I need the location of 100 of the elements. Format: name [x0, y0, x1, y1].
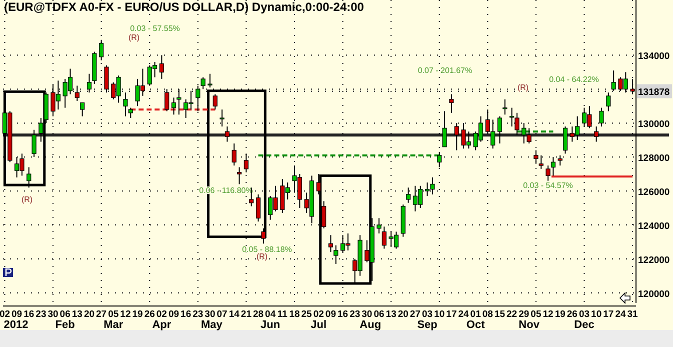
- y-tick-label: 122000: [638, 254, 670, 266]
- x-tick-label: 13: [386, 309, 396, 320]
- candlestick: [382, 226, 386, 250]
- x-tick-label: 24: [458, 309, 470, 320]
- y-tick-label: 126000: [638, 186, 670, 198]
- candlestick: [606, 92, 611, 112]
- x-tick-label: 09: [325, 309, 336, 320]
- annotation: (R): [517, 83, 529, 92]
- y-tick-label: 124000: [638, 220, 670, 232]
- x-tick-label: 19: [132, 309, 143, 320]
- x-tick-label: 10: [434, 309, 445, 320]
- y-tick-label: 130000: [638, 119, 670, 130]
- annotation: (R): [256, 252, 268, 261]
- candlestick: [497, 116, 502, 144]
- candlestick: [322, 200, 326, 229]
- x-tick-label: 24: [615, 309, 626, 320]
- x-tick-label: 12: [542, 309, 554, 320]
- candlestick: [550, 156, 556, 176]
- candlestick: [328, 234, 334, 253]
- x-tick-label: 06: [374, 309, 384, 320]
- x-tick-label: 07: [216, 309, 228, 320]
- x2-tick-label: Apr: [152, 319, 172, 331]
- candlestick: [534, 150, 538, 164]
- annotation: 0.07 - 201.67%: [418, 66, 472, 75]
- y-tick-label: 134000: [638, 51, 670, 62]
- x-tick-label: 30: [48, 309, 58, 320]
- x-tick-label: 16: [180, 309, 192, 320]
- x-tick-label: 29: [518, 309, 530, 320]
- x-tick-label: 30: [204, 309, 216, 320]
- x-tick-label: 28: [252, 309, 264, 320]
- x-tick-label: 19: [554, 309, 566, 320]
- x-tick-label: 14: [228, 309, 240, 320]
- candlestick: [74, 85, 80, 102]
- y-tick-label: 120000: [638, 288, 670, 300]
- annotation: 0.05 - 88.18%: [242, 245, 292, 254]
- x-tick-label: 17: [603, 309, 614, 320]
- x2-tick-label: Feb: [55, 319, 76, 331]
- candlestick: [236, 166, 242, 185]
- x-tick-label: 08: [482, 309, 493, 320]
- x-tick-label: 04: [265, 309, 276, 320]
- candlestick: [128, 107, 133, 118]
- x-tick-label: 23: [192, 309, 204, 320]
- x2-tick-label: Jun: [260, 319, 280, 331]
- x-tick-label: 20: [84, 309, 95, 320]
- x-tick-label: 22: [506, 309, 518, 320]
- x-tick-label: 18: [289, 309, 300, 320]
- x-tick-label: 20: [398, 309, 408, 320]
- x2-tick-label: Sep: [417, 319, 438, 331]
- candlestick: [159, 54, 164, 80]
- chart-title: (EUR@TDFX A0-FX - EURO/US DOLLAR,D) Dynamic,0:00-24:00: [4, 0, 364, 14]
- x2-tick-label: Aug: [360, 319, 382, 331]
- x-tick-label: 27: [96, 309, 107, 320]
- x-tick-label: 02: [313, 309, 324, 320]
- candlestick: [171, 97, 176, 116]
- x-tick-label: 13: [72, 309, 82, 320]
- x-tick-label: 01: [470, 309, 482, 320]
- annotation: 0.03 - 57.55%: [130, 24, 180, 33]
- x-tick-label: 23: [36, 309, 46, 320]
- annotation: (R): [128, 33, 140, 42]
- x-tick-label: 31: [627, 309, 639, 320]
- x-tick-label: 06: [60, 309, 70, 320]
- y-tick-label: 128000: [638, 153, 670, 164]
- candlestick: [212, 94, 218, 110]
- x2-tick-label: 2012: [4, 319, 28, 331]
- annotation: 0.03 - 54.57%: [523, 181, 573, 190]
- x-tick-label: 12: [120, 309, 131, 320]
- candlestick: [334, 244, 338, 264]
- candlestick: [256, 194, 261, 222]
- x2-tick-label: Mar: [104, 319, 124, 331]
- candlestick: [232, 142, 236, 166]
- candlestick: [99, 39, 104, 61]
- x-tick-label: 10: [591, 309, 602, 320]
- candlestick: [442, 110, 447, 148]
- candlestick: [546, 165, 550, 182]
- x2-tick-label: Jul: [310, 319, 327, 331]
- y-tick-label: 131878: [638, 87, 670, 98]
- candlestick: [200, 76, 206, 90]
- x2-tick-label: Dec: [574, 319, 594, 331]
- candlestick: [502, 98, 508, 116]
- x-tick-label: 30: [362, 309, 372, 320]
- annotation: 0.04 - 64.22%: [549, 75, 599, 84]
- x-tick-label: 16: [337, 309, 348, 320]
- x-tick-label: 21: [240, 309, 252, 320]
- candlestick: [224, 126, 230, 142]
- candlestick: [449, 94, 454, 114]
- x2-tick-label: May: [200, 319, 224, 331]
- x2-tick-label: Nov: [518, 319, 540, 331]
- x-tick-label: 25: [301, 309, 313, 320]
- candlestick: [80, 102, 85, 117]
- x-tick-label: 26: [566, 309, 578, 320]
- x-tick-label: 15: [494, 309, 506, 320]
- candlestick: [208, 73, 212, 88]
- x-tick-label: 27: [410, 309, 421, 320]
- x-tick-label: 11: [277, 309, 288, 320]
- x-tick-label: 03: [578, 309, 590, 320]
- x-tick-label: 23: [350, 309, 360, 320]
- candlestick: [316, 173, 321, 195]
- x-tick-label: 02: [156, 309, 167, 320]
- x-tick-label: 03: [422, 309, 433, 320]
- x-tick-label: 16: [24, 309, 34, 320]
